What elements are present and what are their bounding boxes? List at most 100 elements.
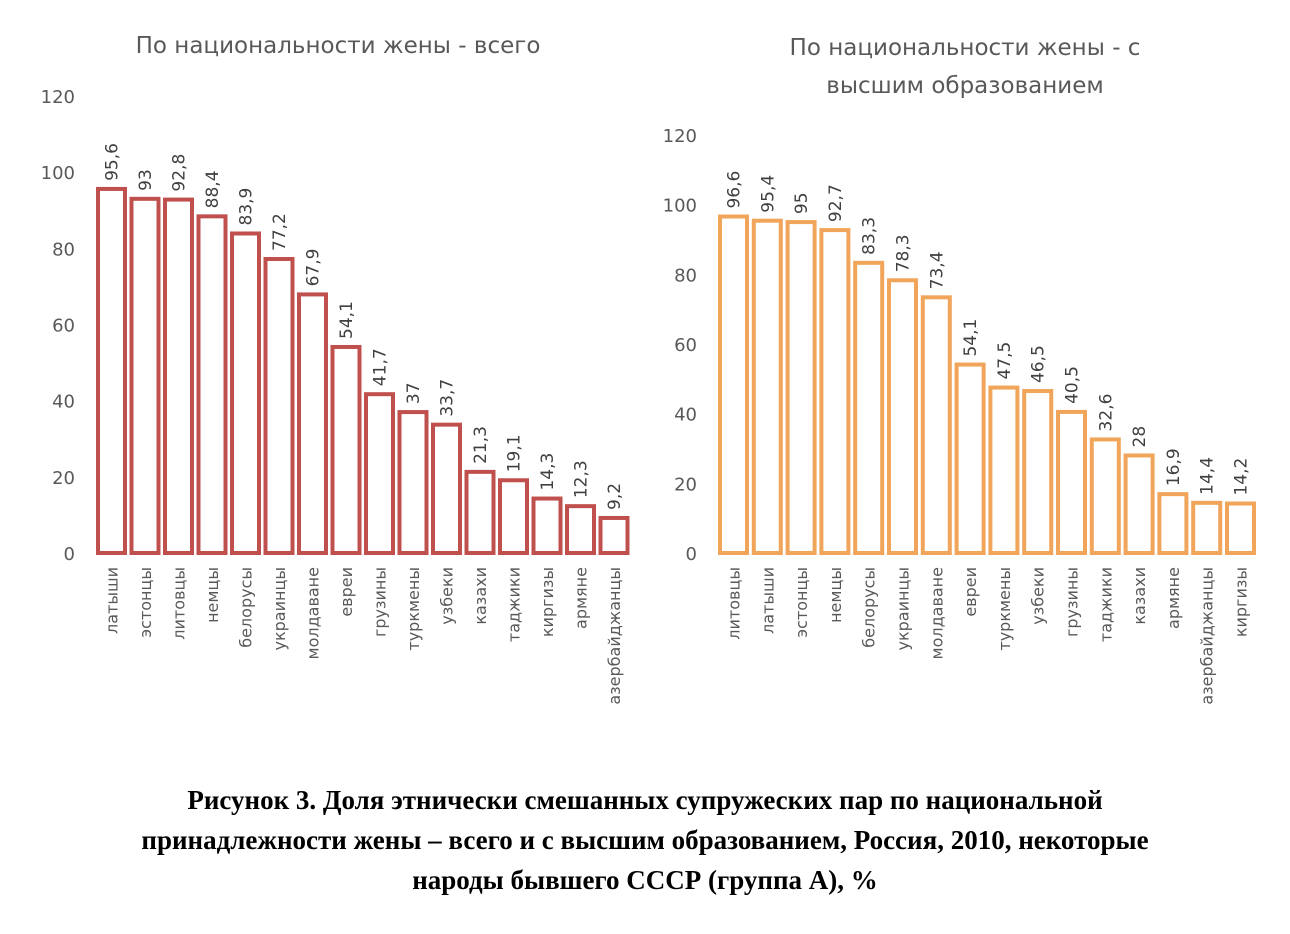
- data-label: 95,6: [103, 143, 123, 181]
- data-label: 46,5: [1029, 345, 1049, 383]
- category-label: узбеки: [438, 567, 457, 625]
- bar: [1056, 409, 1087, 555]
- data-label: 32,6: [1096, 394, 1116, 432]
- data-label: 54,1: [337, 301, 357, 339]
- y-tick-label: 40: [52, 392, 75, 413]
- caption-line-1: Рисунок 3. Доля этнически смешанных супр…: [187, 785, 1103, 815]
- data-label: 33,7: [438, 379, 458, 417]
- y-tick-label: 100: [663, 196, 697, 217]
- chart-title: По национальности жены - с: [790, 35, 1141, 61]
- category-label: украинцы: [894, 567, 913, 650]
- figure-caption: Рисунок 3. Доля этнически смешанных супр…: [0, 780, 1290, 900]
- bar: [230, 231, 261, 555]
- data-label: 21,3: [471, 426, 491, 464]
- category-label: азербайджанцы: [1198, 567, 1217, 705]
- data-label: 77,2: [270, 213, 290, 251]
- data-label: 14,2: [1232, 458, 1252, 496]
- bar: [330, 344, 362, 556]
- caption-line-2: принадлежности жены – всего и с высшим о…: [141, 825, 1149, 855]
- bar: [297, 292, 328, 555]
- caption-line-3: народы бывшего СССР (группа А), %: [412, 865, 878, 895]
- category-label: литовцы: [170, 567, 189, 640]
- bar: [751, 218, 783, 555]
- category-label: туркмены: [995, 567, 1014, 651]
- data-label: 83,9: [237, 188, 257, 226]
- data-label: 16,9: [1164, 448, 1184, 486]
- bar: [565, 504, 596, 555]
- category-label: таджики: [505, 567, 524, 642]
- bar: [598, 515, 630, 555]
- category-label: эстонцы: [136, 567, 155, 638]
- y-tick-label: 60: [674, 335, 697, 356]
- category-label: латыши: [103, 567, 122, 634]
- category-label: евреи: [961, 567, 980, 617]
- y-tick-label: 0: [686, 544, 697, 565]
- y-tick-label: 80: [674, 265, 697, 286]
- chart-title: По национальности жены - всего: [136, 33, 541, 59]
- bar: [718, 214, 749, 555]
- y-tick-label: 20: [674, 474, 697, 495]
- data-label: 9,2: [605, 483, 625, 510]
- bar: [196, 214, 228, 556]
- category-label: латыши: [758, 567, 777, 634]
- data-label: 19,1: [505, 434, 525, 472]
- category-label: грузины: [1063, 567, 1082, 637]
- data-label: 67,9: [304, 249, 324, 287]
- data-label: 12,3: [572, 460, 592, 498]
- category-label: грузины: [371, 567, 390, 637]
- category-label: туркмены: [404, 567, 423, 651]
- y-tick-label: 60: [52, 316, 75, 337]
- category-label: белорусы: [860, 567, 879, 648]
- bar: [1089, 437, 1121, 555]
- data-label: 47,5: [995, 342, 1015, 380]
- bar: [1157, 492, 1189, 555]
- data-label: 95: [792, 192, 812, 214]
- category-label: украинцы: [270, 567, 289, 650]
- data-label: 92,7: [826, 184, 846, 222]
- bar: [129, 196, 161, 555]
- category-label: казахи: [1130, 567, 1149, 625]
- chart-title: высшим образованием: [826, 73, 1103, 99]
- data-label: 73,4: [927, 251, 947, 289]
- category-label: азербайджанцы: [605, 567, 624, 705]
- data-label: 92,8: [170, 154, 190, 192]
- category-label: немцы: [826, 567, 845, 623]
- bar: [988, 385, 1020, 555]
- data-label: 54,1: [961, 319, 981, 357]
- category-label: киргизы: [1232, 567, 1251, 637]
- category-label: армяне: [1164, 567, 1183, 629]
- category-label: эстонцы: [792, 567, 811, 638]
- category-label: молдаване: [304, 567, 323, 660]
- data-label: 40,5: [1063, 366, 1083, 404]
- bar: [887, 278, 918, 555]
- category-label: киргизы: [538, 567, 557, 637]
- category-label: армяне: [572, 567, 591, 629]
- data-label: 14,3: [538, 453, 558, 491]
- category-label: евреи: [337, 567, 356, 617]
- y-tick-label: 100: [41, 163, 75, 184]
- y-tick-label: 80: [52, 239, 75, 260]
- category-label: белорусы: [237, 567, 256, 648]
- data-label: 78,3: [894, 234, 914, 272]
- data-label: 37: [404, 382, 424, 404]
- bar: [531, 496, 563, 555]
- data-label: 28: [1130, 426, 1150, 448]
- data-label: 83,3: [860, 217, 880, 255]
- bar: [1225, 501, 1256, 555]
- bar: [853, 260, 885, 555]
- y-tick-label: 40: [674, 405, 697, 426]
- bar: [1191, 500, 1223, 555]
- chart-higher-education: По национальности жены - с высшим образов…: [663, 35, 1256, 705]
- y-tick-label: 120: [41, 87, 75, 108]
- category-label: узбеки: [1029, 567, 1048, 625]
- y-tick-label: 20: [52, 468, 75, 489]
- bar: [1123, 453, 1155, 556]
- bar: [364, 392, 395, 555]
- bar: [819, 228, 851, 555]
- bar: [1022, 389, 1054, 555]
- bar: [464, 469, 496, 556]
- bar: [954, 362, 986, 555]
- data-label: 41,7: [371, 348, 391, 386]
- y-tick-label: 120: [663, 126, 697, 147]
- y-tick-label: 0: [64, 544, 75, 565]
